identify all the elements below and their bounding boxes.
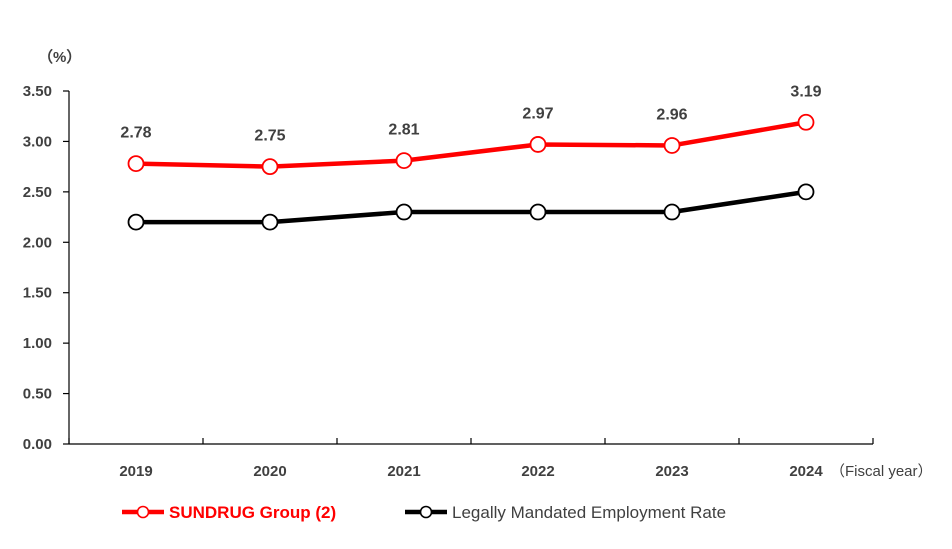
y-tick-label: 0.50	[23, 386, 52, 403]
y-tick-label: 0.00	[23, 436, 52, 453]
data-point	[261, 158, 279, 176]
legend-marker-swatch	[419, 505, 433, 519]
x-tick-label: 2020	[253, 463, 286, 480]
data-label: 2.75	[254, 128, 285, 145]
legend-item: SUNDRUG Group (2)	[122, 503, 336, 522]
x-tick-label: 2019	[119, 463, 152, 480]
data-point	[529, 136, 547, 153]
y-tick-label: 2.50	[23, 184, 52, 201]
data-point	[663, 137, 681, 154]
data-point	[395, 203, 413, 221]
data-label: 2.96	[656, 106, 687, 123]
legend: SUNDRUG Group (2) Legally Mandated Employ…	[122, 503, 726, 522]
data-label: 2.81	[388, 122, 419, 139]
data-point	[395, 152, 413, 169]
data-point	[797, 183, 815, 201]
data-point	[127, 155, 145, 173]
data-label: 3.19	[790, 83, 821, 100]
data-point	[127, 213, 145, 231]
data-label: 2.78	[120, 125, 151, 142]
series-sundrug-group: 2.78 2.75 2.81 2.97 2.96 3.19	[120, 83, 822, 176]
series-layer: 2.78 2.75 2.81 2.97 2.96 3.19	[120, 83, 822, 231]
y-tick-label: 2.00	[23, 234, 52, 251]
data-point	[797, 113, 815, 131]
x-tick-label: 2021	[387, 463, 420, 480]
x-axis-ticks: 2019 2020 2021 2022 2023 2024	[68, 438, 874, 480]
y-tick-label: 1.50	[23, 285, 52, 302]
x-tick-label: 2024	[789, 463, 823, 480]
y-axis-unit-label: （%）	[38, 48, 81, 66]
y-tick-label: 3.50	[23, 83, 52, 100]
legend-label: SUNDRUG Group (2)	[169, 503, 336, 522]
data-point	[261, 213, 279, 231]
legend-marker-swatch	[136, 505, 150, 519]
axes	[68, 91, 873, 445]
y-axis-ticks: 0.00 0.50 1.00 1.50 2.00 2.50 3.00 3.50	[23, 83, 69, 453]
y-tick-label: 1.00	[23, 335, 52, 352]
series-line	[135, 120, 807, 169]
data-point	[663, 203, 681, 221]
x-tick-label: 2023	[655, 463, 688, 480]
series-line	[136, 189, 807, 225]
legend-item: Legally Mandated Employment Rate	[405, 503, 726, 522]
series-legally-mandated-rate	[127, 183, 815, 231]
x-tick-label: 2022	[521, 463, 554, 480]
y-tick-label: 3.00	[23, 133, 52, 150]
x-axis-title: （Fiscal year）	[830, 463, 933, 480]
data-point	[529, 203, 547, 221]
data-label: 2.97	[522, 105, 553, 122]
legend-label: Legally Mandated Employment Rate	[452, 503, 726, 522]
